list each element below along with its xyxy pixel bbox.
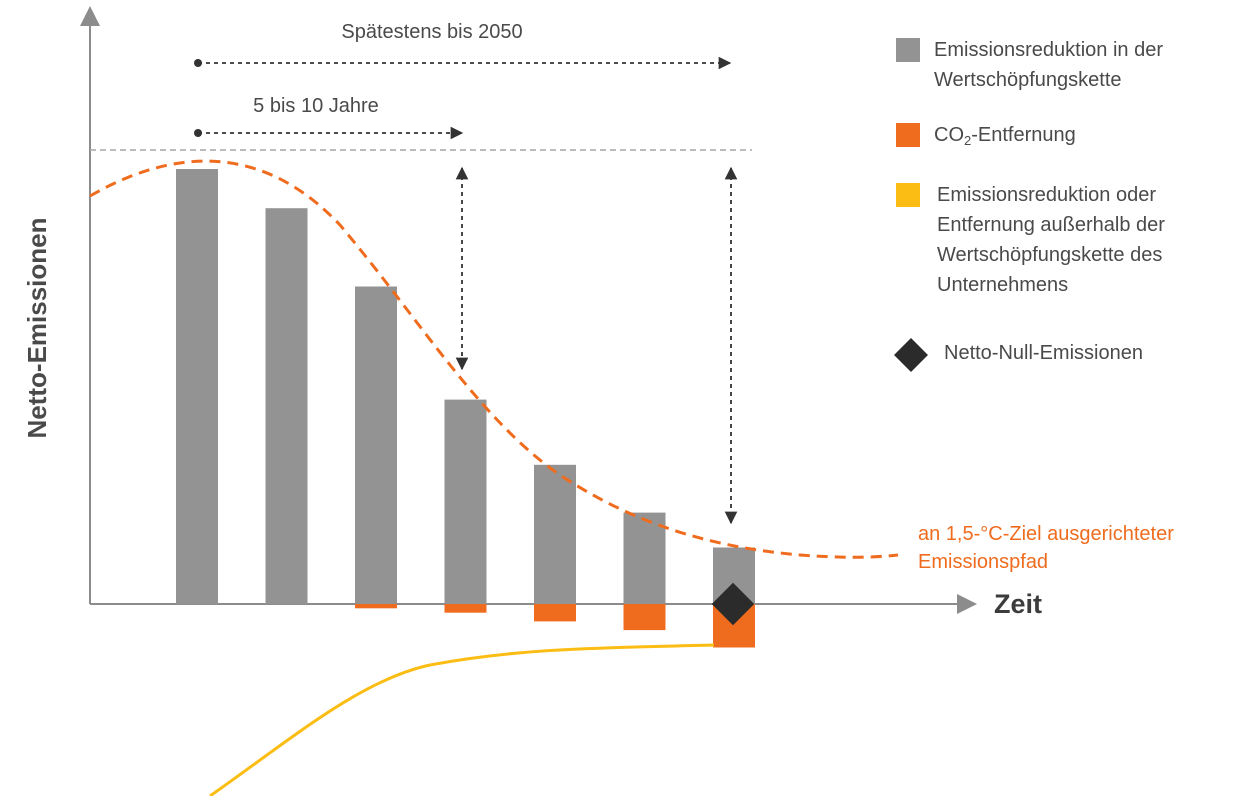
value-chain-reduction-bars: [176, 169, 755, 604]
emission-pathway-curve: [89, 159, 899, 559]
legend-outside-line1: Emissionsreduktion oder: [937, 184, 1156, 206]
value-chain-reduction-bar: [265, 208, 308, 604]
legend-label-outside-value-chain: Emissionsreduktion oder Entfernung außer…: [937, 180, 1165, 300]
legend-value-chain-line1: Emissionsreduktion in der: [934, 39, 1163, 61]
legend-label-co2-removal: CO2-Entfernung: [934, 120, 1076, 156]
y-axis-label: Netto-Emissionen: [22, 217, 52, 438]
pathway-label-line1: an 1,5-°C-Ziel ausgerichteter: [918, 523, 1174, 545]
legend-label-value-chain: Emissionsreduktion in der Wertschöpfungs…: [934, 35, 1163, 95]
legend-label-net-zero: Netto-Null-Emissionen: [944, 338, 1143, 368]
co2-removal-bar: [534, 604, 576, 622]
legend-co2-suffix: -Entfernung: [971, 124, 1076, 146]
legend-outside-line3: Wertschöpfungskette des: [937, 244, 1163, 266]
legend-co2-subscript: 2: [964, 133, 972, 148]
legend-swatch-outside-value-chain: [896, 183, 920, 207]
co2-removal-bar: [355, 604, 397, 609]
legend-outside-line4: Unternehmens: [937, 274, 1069, 296]
legend-swatch-co2-removal: [896, 123, 920, 147]
co2-removal-bar: [623, 604, 666, 631]
span-long-label: Spätestens bis 2050: [341, 21, 522, 43]
legend-outside-line2: Entfernung außerhalb der: [937, 214, 1165, 236]
co2-removal-bar: [444, 604, 487, 613]
value-chain-reduction-bar: [444, 399, 487, 604]
value-chain-reduction-bar: [623, 512, 666, 604]
legend-value-chain-line2: Wertschöpfungskette: [934, 69, 1122, 91]
value-chain-reduction-bar: [534, 464, 576, 604]
legend-net-zero-text: Netto-Null-Emissionen: [944, 342, 1143, 364]
co2-removal-bars: [355, 604, 755, 648]
pathway-label-line2: Emissionspfad: [918, 551, 1049, 573]
value-chain-reduction-bar: [355, 286, 397, 604]
pathway-label: an 1,5-°C-Ziel ausgerichteter Emissionsp…: [918, 520, 1174, 576]
value-chain-reduction-bar: [176, 169, 218, 604]
legend-swatch-value-chain: [896, 38, 920, 62]
legend-swatch-net-zero: [894, 338, 928, 372]
legend-co2-prefix: CO: [934, 124, 964, 146]
outside-value-chain-curve: [209, 643, 715, 796]
span-short-label: 5 bis 10 Jahre: [253, 95, 379, 117]
x-axis-label: Zeit: [994, 589, 1042, 619]
